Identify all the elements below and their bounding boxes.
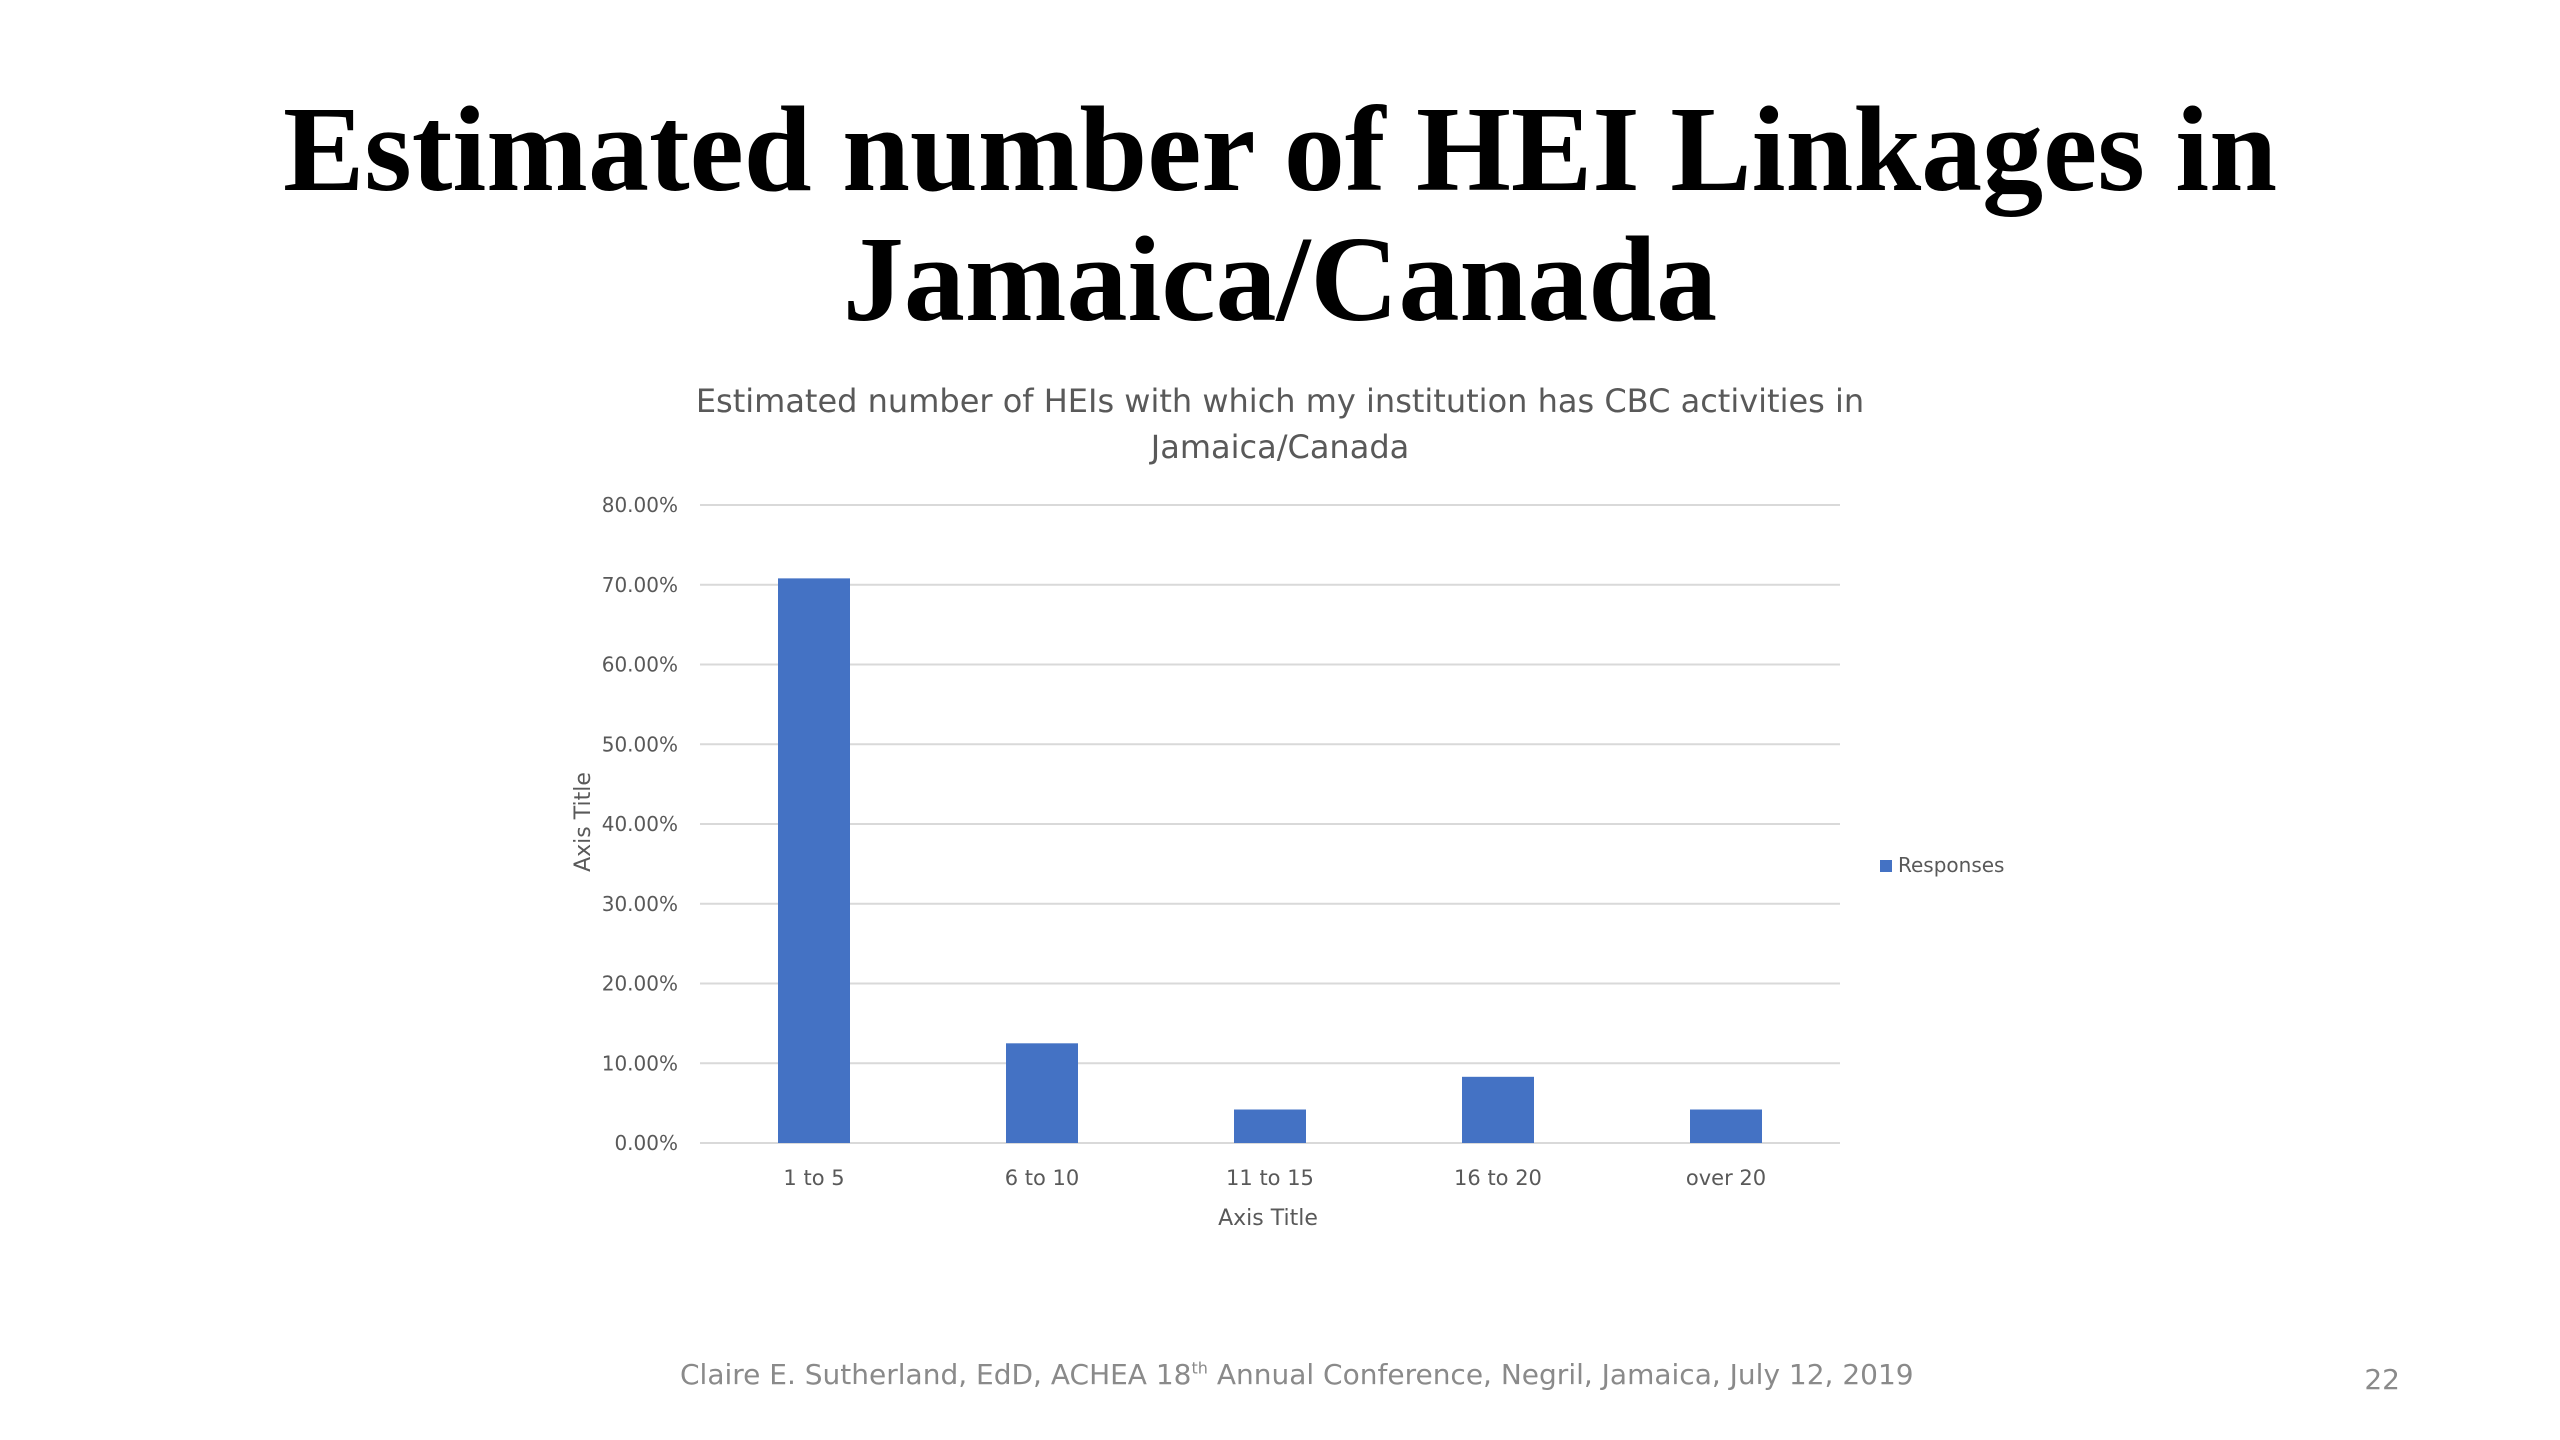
y-tick-labels: 0.00% 10.00% 20.00% 30.00% 40.00% 50.00% 60.00… [602,493,678,1155]
x-tick-label: over 20 [1686,1166,1766,1190]
footer-superscript: th [1191,1358,1208,1378]
chart-title-line-1: Estimated number of HEIs with which my i… [696,382,1864,420]
slide-title-line-1: Estimated number of HEI Linkages in [282,82,2278,217]
bar-1 [778,578,850,1143]
y-tick-label: 60.00% [602,653,678,677]
y-tick-label: 30.00% [602,892,678,916]
y-tick-label: 70.00% [602,573,678,597]
bars [778,578,1762,1143]
footer-text-main: Claire E. Sutherland, EdD, ACHEA 18 [680,1358,1192,1391]
slide-title: Estimated number of HEI Linkages in Jama… [0,85,2560,345]
slide-title-line-2: Jamaica/Canada [842,212,1718,347]
y-tick-label: 80.00% [602,493,678,517]
legend-swatch [1880,860,1892,872]
footer-text: Claire E. Sutherland, EdD, ACHEA 18th An… [680,1358,1914,1391]
legend: Responses [1880,853,2004,877]
bar-2 [1006,1043,1078,1143]
y-tick-label: 50.00% [602,732,678,756]
x-tick-label: 1 to 5 [783,1166,844,1190]
gridlines [700,504,1840,1144]
legend-label: Responses [1898,853,2004,877]
bar-3 [1234,1109,1306,1143]
x-axis-title: Axis Title [1218,1206,1318,1231]
footer-text-rest: Annual Conference, Negril, Jamaica, July… [1207,1358,1914,1391]
y-axis-title: Axis Title [571,772,596,872]
y-tick-label: 0.00% [614,1131,678,1155]
x-tick-label: 11 to 15 [1226,1166,1314,1190]
page-number: 22 [2364,1363,2400,1396]
y-tick-label: 20.00% [602,972,678,996]
y-tick-label: 40.00% [602,812,678,836]
chart-title-line-2: Jamaica/Canada [1149,428,1409,466]
x-tick-label: 16 to 20 [1454,1166,1542,1190]
bar-5 [1690,1109,1762,1143]
y-tick-label: 10.00% [602,1051,678,1075]
x-tick-labels: 1 to 5 6 to 10 11 to 15 16 to 20 over 20 [783,1166,1766,1190]
bar-4 [1462,1076,1534,1143]
x-tick-label: 6 to 10 [1005,1166,1080,1190]
